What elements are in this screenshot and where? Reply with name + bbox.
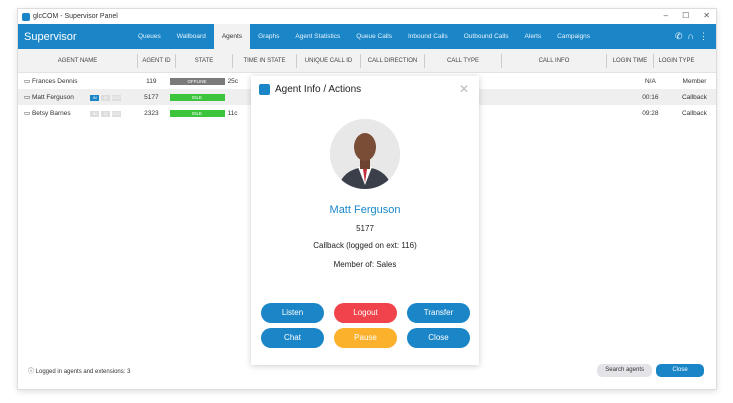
agent-name: Matt Ferguson <box>31 94 74 101</box>
agent-id: 5177 <box>144 93 159 101</box>
col-call-type[interactable]: CALL TYPE <box>425 53 502 68</box>
table-row[interactable]: ▭ Betsy Barnes IN Q OUT 2323 IDLE 11c 09:2… <box>18 105 716 121</box>
col-agent-id[interactable]: AGENT ID <box>138 53 176 68</box>
chat-icon[interactable]: ▭ <box>24 110 31 117</box>
login-type: Callback <box>681 109 707 117</box>
col-call-info[interactable]: CALL INFO <box>502 53 607 68</box>
logout-button[interactable]: Logout <box>334 303 397 323</box>
login-time: 09:28 <box>642 109 659 117</box>
login-type: Callback <box>681 93 707 101</box>
tab-outbound-calls[interactable]: Outbound Calls <box>463 33 509 40</box>
col-time-in-state[interactable]: TIME IN STATE <box>233 53 297 68</box>
chat-icon[interactable]: ▭ <box>24 94 31 101</box>
app-logo-icon <box>259 84 270 95</box>
time-in-state: 25c <box>227 77 239 85</box>
table-row[interactable]: ▭ Frances Dennis 119 OFFLINE 25c N/A Mem… <box>18 73 716 89</box>
channel-badge: OUT <box>112 94 122 101</box>
logged-in-count: Logged in agents and extensions: 3 <box>35 369 131 375</box>
login-info: Callback (logged on ext: 116) <box>313 241 417 250</box>
tab-graphs[interactable]: Graphs <box>258 33 280 40</box>
status-text: ⓘ Logged in agents and extensions: 3 <box>28 369 131 375</box>
tab-campaigns[interactable]: Campaigns <box>557 33 591 40</box>
modal-close-button[interactable]: Close <box>407 328 470 348</box>
agent-id: 5177 <box>356 224 374 233</box>
chat-button[interactable]: Chat <box>261 328 324 348</box>
modal-close-icon[interactable]: ✕ <box>458 82 469 96</box>
transfer-button[interactable]: Transfer <box>407 303 470 323</box>
modal-title: Agent Info / Actions <box>275 84 362 95</box>
login-time: 00:16 <box>642 93 659 101</box>
tab-agents[interactable]: Agents <box>213 24 251 49</box>
membership: Member of: Sales <box>333 260 397 269</box>
agent-avatar <box>330 119 400 189</box>
tab-queue-calls[interactable]: Queue Calls <box>356 33 392 40</box>
agent-info-modal: Agent Info / Actions ✕ Matt Ferguson 517… <box>251 76 479 365</box>
channel-badge: Q <box>101 94 111 101</box>
title-bar: glcCOM - Supervisor Panel – ☐ ✕ <box>18 9 716 24</box>
agent-id: 119 <box>146 77 157 85</box>
col-state[interactable]: STATE <box>176 53 233 68</box>
agent-name: Frances Dennis <box>31 78 78 85</box>
tab-queues[interactable]: Queues <box>138 33 161 40</box>
col-login-type[interactable]: LOGIN TYPE <box>658 57 695 64</box>
table-header: AGENT NAME AGENT ID STATE TIME IN STATE … <box>18 49 716 73</box>
channel-badge: IN <box>90 110 100 117</box>
minimize-button[interactable]: – <box>663 11 669 20</box>
pause-button[interactable]: Pause <box>334 328 397 348</box>
state-badge: IDLE <box>169 109 225 117</box>
window-close-button[interactable]: ✕ <box>703 11 710 20</box>
phone-icon[interactable]: ✆ <box>674 31 683 41</box>
headset-icon[interactable]: ∩ <box>687 31 694 41</box>
channel-badge: OUT <box>112 110 122 117</box>
channel-badge: IN <box>90 94 100 101</box>
tab-wallboard[interactable]: Wallboard <box>176 33 206 40</box>
agent-name: Matt Ferguson <box>329 204 401 216</box>
col-call-direction[interactable]: CALL DIRECTION <box>361 53 425 68</box>
col-agent-name[interactable]: AGENT NAME <box>18 53 138 68</box>
channel-badge: Q <box>101 110 111 117</box>
nav-header: Supervisor Queues Wallboard Agents Graph… <box>18 24 716 49</box>
app-logo-icon <box>22 12 30 21</box>
state-badge: IDLE <box>169 93 225 101</box>
login-type: Member <box>682 77 707 85</box>
listen-button[interactable]: Listen <box>261 303 324 323</box>
tab-inbound-calls[interactable]: Inbound Calls <box>407 33 448 40</box>
brand: Supervisor <box>24 30 77 43</box>
tab-alerts[interactable]: Alerts <box>524 33 542 40</box>
time-in-state: 11c <box>227 109 238 117</box>
col-unique-call-id[interactable]: UNIQUE CALL ID <box>297 53 361 68</box>
close-button[interactable]: Close <box>656 364 704 377</box>
maximize-button[interactable]: ☐ <box>682 11 690 20</box>
chat-icon[interactable]: ▭ <box>24 78 31 85</box>
col-login-time[interactable]: LOGIN TIME <box>607 53 654 68</box>
window-title: glcCOM - Supervisor Panel <box>33 13 118 20</box>
tab-agent-statistics[interactable]: Agent Statistics <box>295 33 341 40</box>
agent-id: 2323 <box>144 109 159 117</box>
search-agents-button[interactable]: Search agents <box>597 364 652 377</box>
agent-name: Betsy Barnes <box>31 110 71 117</box>
state-badge: OFFLINE <box>169 77 225 85</box>
more-menu-icon[interactable]: ⋮ <box>699 31 708 41</box>
login-time: N/A <box>644 77 656 85</box>
